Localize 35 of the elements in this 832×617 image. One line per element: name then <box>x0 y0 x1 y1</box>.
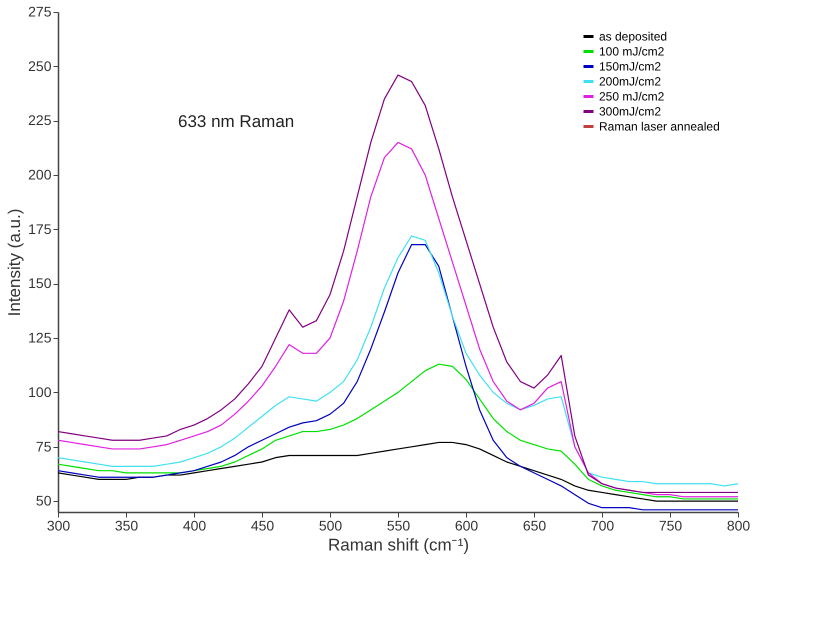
y-axis-title: Intensity (a.u.) <box>5 208 24 316</box>
x-tick-label: 700 <box>590 518 614 534</box>
legend-label: Raman laser annealed <box>599 120 720 134</box>
line-series <box>58 142 738 498</box>
x-tick-label: 350 <box>114 518 138 534</box>
x-axis-title: Raman shift (cm⁻¹) <box>328 536 470 554</box>
y-tick-label: 100 <box>28 384 52 400</box>
y-tick-label: 225 <box>28 112 52 128</box>
x-tick-label: 550 <box>386 518 410 534</box>
y-tick-label: 75 <box>36 438 52 454</box>
line-series <box>58 364 738 500</box>
legend-label: 100 mJ/cm2 <box>599 44 665 58</box>
x-tick-label: 400 <box>182 518 206 534</box>
line-series <box>58 442 738 502</box>
y-tick-label: 125 <box>28 330 52 346</box>
annotation: 633 nm Raman <box>178 112 294 131</box>
x-tick-label: 300 <box>46 518 70 534</box>
x-tick-label: 800 <box>726 518 750 534</box>
y-tick-label: 275 <box>28 4 52 20</box>
legend-label: 250 mJ/cm2 <box>599 90 665 104</box>
y-tick-label: 150 <box>28 275 52 292</box>
legend-label: as deposited <box>599 30 668 44</box>
x-tick-label: 500 <box>318 518 342 534</box>
x-tick-label: 450 <box>250 518 274 534</box>
legend-label: 300mJ/cm2 <box>599 104 662 118</box>
x-tick-label: 600 <box>454 518 478 534</box>
y-tick-label: 50 <box>36 492 52 509</box>
x-tick-label: 750 <box>658 518 682 534</box>
line-series <box>58 74 738 494</box>
x-tick-label: 650 <box>522 518 546 534</box>
y-tick-label: 175 <box>28 220 52 237</box>
y-tick-label: 250 <box>28 58 52 74</box>
legend-label: 200mJ/cm2 <box>599 74 662 88</box>
y-tick-label: 200 <box>28 166 52 183</box>
legend-label: 150mJ/cm2 <box>599 60 662 74</box>
